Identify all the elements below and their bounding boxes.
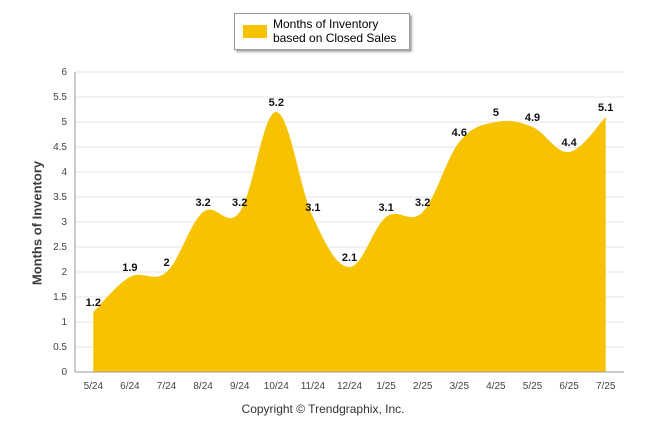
y-axis-label: Months of Inventory	[29, 160, 45, 286]
y-tick-label: 2	[61, 267, 67, 278]
x-tick-labels: 5/24 6/24 7/24 8/24 9/24 10/24 11/24 12/24 1/25 2…	[84, 381, 616, 392]
y-tick-label: 0.5	[53, 342, 67, 353]
data-label: 3.2	[232, 197, 247, 209]
y-tick-label: 4.5	[53, 142, 67, 153]
data-label: 2.1	[342, 252, 357, 264]
area-series-fill	[93, 111, 606, 372]
y-tick-label: 6	[61, 67, 67, 78]
x-tick-label: 12/24	[337, 381, 362, 392]
x-tick-label: 8/24	[193, 381, 213, 392]
data-label: 1.9	[122, 262, 137, 274]
data-label: 5.2	[269, 97, 284, 109]
data-label: 3.2	[195, 197, 210, 209]
legend-label: Months of Inventory based on Closed Sale…	[273, 17, 397, 45]
x-tick-label: 7/24	[157, 381, 177, 392]
copyright-text: Copyright © Trendgraphix, Inc.	[241, 402, 405, 416]
data-label: 2	[163, 257, 169, 269]
y-tick-label: 4	[61, 167, 67, 178]
x-tick-label: 5/24	[84, 381, 104, 392]
data-label: 4.6	[452, 127, 467, 139]
data-labels: 1.2 1.9 2 3.2 3.2 5.2 3.1 2.1 3.1 3.2 4.6 5 4.9 4.4 5.…	[86, 97, 614, 309]
x-tick-label: 2/25	[413, 381, 433, 392]
y-tick-label: 2.5	[53, 242, 67, 253]
x-tick-label: 11/24	[301, 381, 326, 392]
y-tick-label: 0	[61, 367, 67, 378]
y-tick-labels: 0 0.5 1 1.5 2 2.5 3 3.5 4 4.5 5 5.5 6	[53, 67, 67, 378]
x-tick-label: 7/25	[596, 381, 616, 392]
x-tick-label: 6/25	[559, 381, 579, 392]
data-label: 4.9	[525, 112, 540, 124]
area-series	[93, 111, 606, 372]
y-tick-label: 1.5	[53, 292, 67, 303]
y-tick-label: 1	[61, 317, 67, 328]
y-tick-label: 3	[61, 217, 67, 228]
x-tick-label: 4/25	[486, 381, 506, 392]
data-label: 5.1	[598, 102, 613, 114]
legend: Months of Inventory based on Closed Sale…	[234, 13, 410, 50]
data-label: 3.1	[378, 202, 393, 214]
x-tick-label: 10/24	[264, 381, 289, 392]
axes	[74, 72, 624, 373]
x-tick-label: 5/25	[523, 381, 543, 392]
x-tick-label: 9/24	[230, 381, 250, 392]
y-tick-label: 5	[61, 117, 67, 128]
legend-swatch	[243, 25, 267, 38]
x-tick-label: 6/24	[120, 381, 140, 392]
data-label: 5	[493, 107, 499, 119]
y-tick-label: 5.5	[53, 92, 67, 103]
data-label: 1.2	[86, 297, 101, 309]
y-tick-label: 3.5	[53, 192, 67, 203]
data-label: 3.1	[305, 202, 320, 214]
data-label: 3.2	[415, 197, 430, 209]
x-tick-label: 3/25	[450, 381, 470, 392]
x-tick-label: 1/25	[376, 381, 396, 392]
data-label: 4.4	[561, 137, 577, 149]
